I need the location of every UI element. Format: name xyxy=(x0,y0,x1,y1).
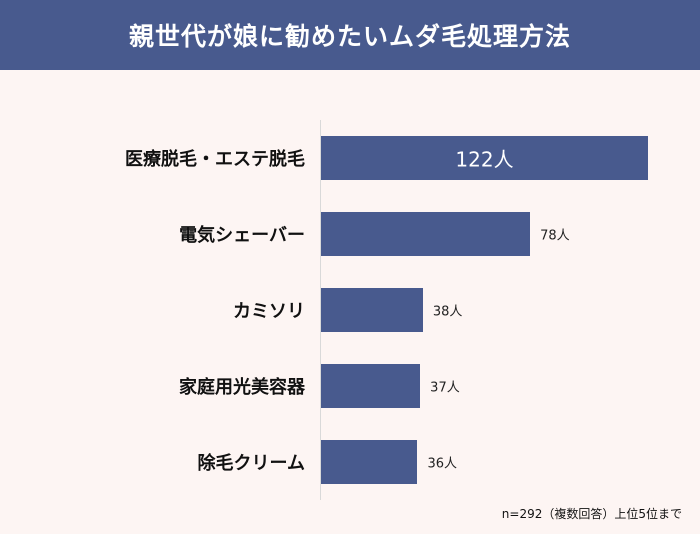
bar xyxy=(321,288,423,332)
category-label: 除毛クリーム xyxy=(197,453,305,474)
category-label: 家庭用光美容器 xyxy=(179,377,305,398)
footnote: n=292（複数回答）上位5位まで xyxy=(501,507,682,521)
category-label: 電気シェーバー xyxy=(179,225,305,246)
category-axis-line xyxy=(320,120,321,500)
chart-header: 親世代が娘に勧めたいムダ毛処理方法 xyxy=(0,0,700,70)
category-label: カミソリ xyxy=(233,301,305,322)
value-label: 122人 xyxy=(455,147,514,172)
chart-title: 親世代が娘に勧めたいムダ毛処理方法 xyxy=(128,22,571,51)
bar xyxy=(321,364,421,408)
bar xyxy=(321,212,531,256)
bar xyxy=(321,440,418,484)
value-label: 37人 xyxy=(430,380,460,396)
value-label: 36人 xyxy=(427,456,458,472)
bar-chart: 医療脱毛・エステ脱毛 122人電気シェーバー 78人カミソリ 38人家庭用光美容器 37… xyxy=(0,70,700,534)
value-label: 78人 xyxy=(540,228,570,244)
category-label: 医療脱毛・エステ脱毛 xyxy=(125,149,305,170)
value-label: 38人 xyxy=(432,304,463,320)
bar xyxy=(321,136,648,180)
